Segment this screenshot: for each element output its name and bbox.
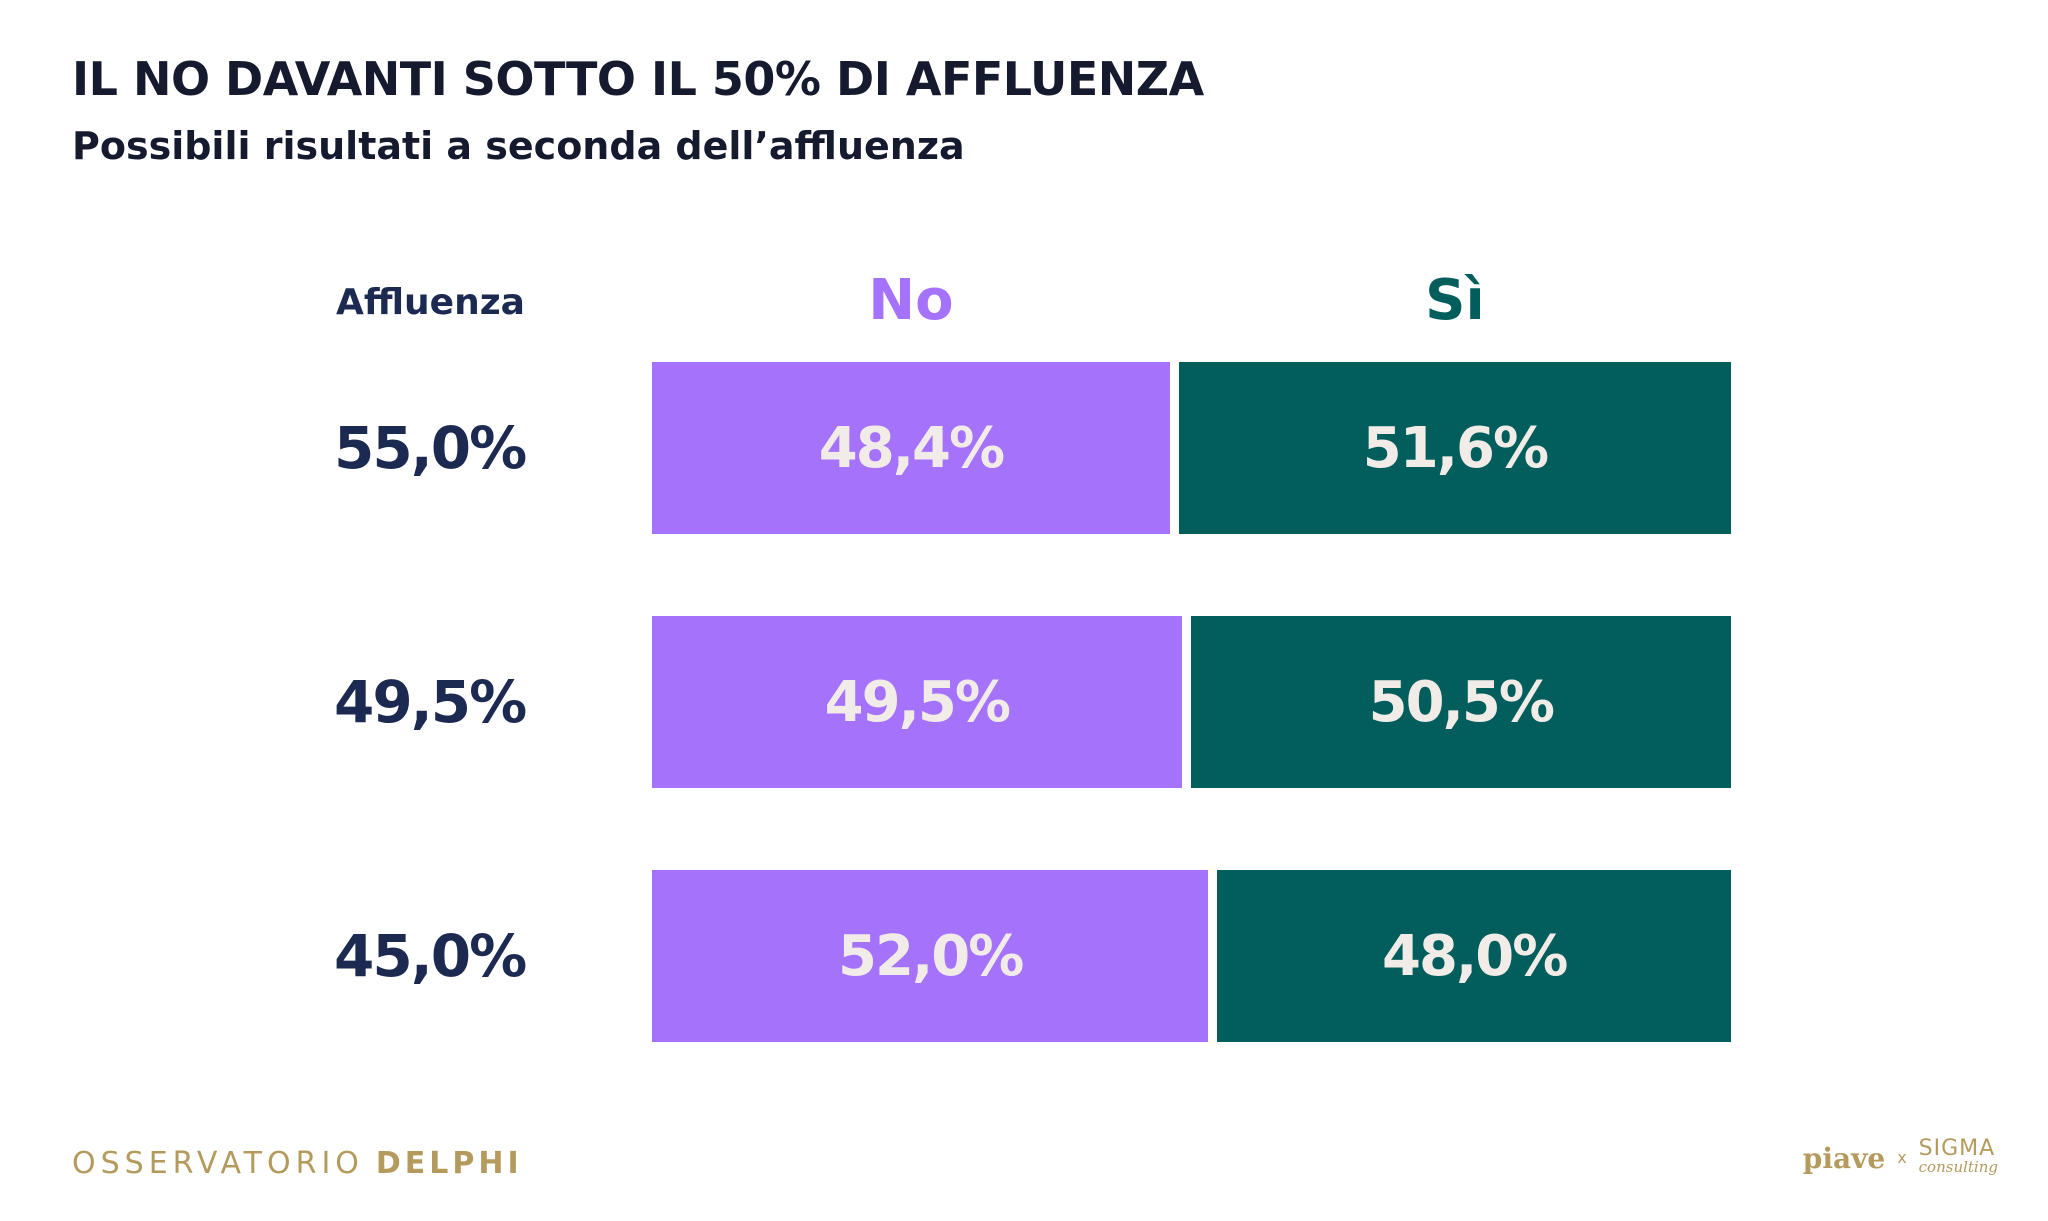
bar-data-label: 50,5% — [1368, 669, 1555, 735]
bar-segment-no: 48,4% — [652, 362, 1170, 534]
bar-data-label: 48,4% — [818, 415, 1005, 481]
logo-separator: x — [1897, 1148, 1907, 1167]
chart-subtitle: Possibili risultati a seconda dell’afflu… — [72, 124, 965, 168]
bar-segment-no: 52,0% — [652, 870, 1209, 1042]
bar-segment-si: 48,0% — [1217, 870, 1731, 1042]
turnout-value: 49,5% — [334, 668, 527, 736]
bar-data-label: 49,5% — [824, 669, 1011, 735]
piave-logo: piave — [1802, 1142, 1886, 1175]
bar-row: 45,0% 52,0% 48,0% — [0, 870, 2048, 1042]
bar-segment-no: 49,5% — [652, 616, 1182, 788]
bar-row: 49,5% 49,5% 50,5% — [0, 616, 2048, 788]
turnout-column-header: Affluenza — [336, 282, 525, 323]
bar-segment-si: 50,5% — [1190, 616, 1731, 788]
bar-data-label: 52,0% — [838, 923, 1024, 989]
sigma-logo-top: SIGMA — [1918, 1136, 1996, 1161]
sigma-consulting-logo: SIGMA consulting — [1919, 1138, 1998, 1175]
bar-data-label: 51,6% — [1362, 415, 1549, 481]
turnout-value: 55,0% — [334, 414, 527, 482]
legend-si: Sì — [1425, 268, 1485, 333]
brand-logo-bold: DELPHI — [375, 1146, 523, 1181]
partner-logos: piave x SIGMA consulting — [1802, 1138, 1998, 1176]
sigma-logo-bottom: consulting — [1918, 1158, 1998, 1176]
legend-no: No — [868, 268, 954, 333]
bar-data-label: 48,0% — [1382, 923, 1568, 989]
chart-title: IL NO DAVANTI SOTTO IL 50% DI AFFLUENZA — [72, 52, 1204, 106]
bar-segment-si: 51,6% — [1178, 362, 1731, 534]
brand-logo-light: OSSERVATORIO — [72, 1146, 364, 1181]
brand-logo-osservatorio-delphi: OSSERVATORIO DELPHI — [72, 1146, 523, 1181]
bar-row: 55,0% 48,4% 51,6% — [0, 362, 2048, 534]
turnout-value: 45,0% — [334, 922, 527, 990]
